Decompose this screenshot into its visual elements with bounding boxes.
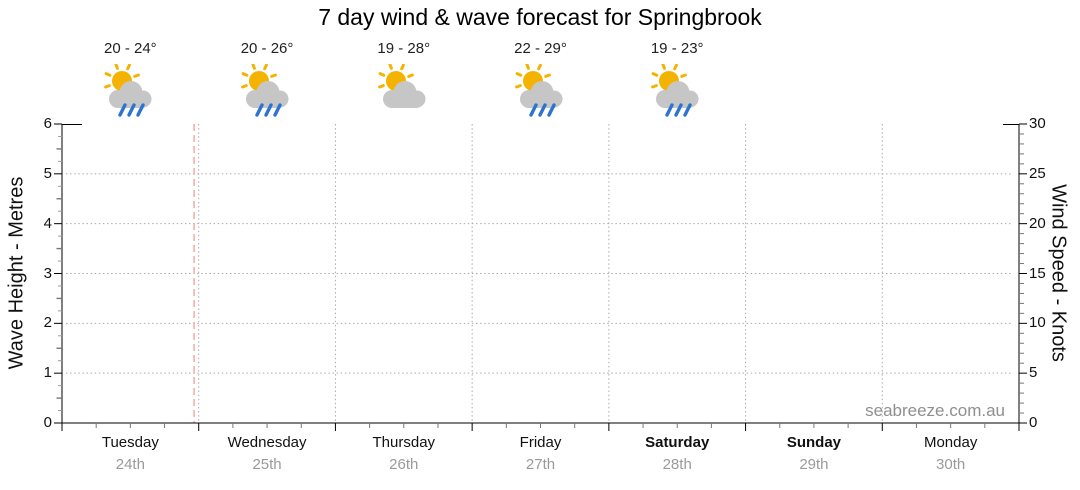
- wind-axis-tick-label: 30: [1029, 115, 1046, 132]
- sun-ray: [251, 64, 256, 70]
- date-label: 29th: [799, 456, 829, 473]
- weather-icon-sun-cloud-rain: [651, 64, 699, 117]
- rain-icon: [674, 103, 683, 117]
- wind-axis-tick-label: 15: [1029, 264, 1046, 282]
- temp-range: 20 - 24°: [103, 40, 157, 57]
- temp-range: 19 - 23°: [650, 40, 704, 57]
- rain-icon: [528, 103, 538, 117]
- sun-ray: [104, 84, 112, 89]
- sun-ray: [126, 64, 132, 71]
- wind-axis-tick-label: 5: [1029, 364, 1038, 382]
- wind-axis-tick-label: 20: [1029, 214, 1046, 232]
- day-label-friday: Friday: [519, 434, 562, 451]
- day-label-thursday: Thursday: [372, 434, 436, 451]
- temp-range: 22 - 29°: [514, 40, 567, 57]
- sun-ray: [515, 72, 522, 77]
- date-label: 24th: [115, 456, 145, 473]
- sun-ray: [104, 72, 112, 77]
- weather-icon-sun-cloud-rain: [104, 64, 152, 117]
- day-label-saturday: Saturday: [645, 434, 710, 451]
- temp-range: 19 - 28°: [377, 40, 431, 57]
- rain-icon: [264, 103, 273, 117]
- sun-ray: [241, 84, 248, 89]
- day-label-wednesday: Wednesday: [227, 434, 307, 451]
- sun-ray: [114, 64, 120, 70]
- wave-axis-tick-label: 2: [43, 314, 52, 332]
- rain-icon: [127, 103, 137, 117]
- day-label-monday: Monday: [923, 434, 978, 451]
- sun-ray: [263, 64, 268, 71]
- temp-range: 20 - 26°: [240, 40, 294, 57]
- wave-axis-tick-label: 3: [43, 264, 52, 282]
- sun-ray: [388, 64, 393, 70]
- date-label: 30th: [936, 456, 966, 473]
- wind-axis-tick-label: 0: [1029, 414, 1038, 431]
- chart-title: 7 day wind & wave forecast for Springbro…: [318, 4, 762, 30]
- date-label: 26th: [389, 456, 419, 473]
- day-label-sunday: Sunday: [786, 434, 842, 451]
- wave-axis-tick-label: 6: [43, 115, 52, 132]
- cloud-icon: [519, 81, 562, 108]
- wind-axis-tick-label: 25: [1029, 164, 1046, 182]
- sun-ray: [377, 84, 385, 89]
- sun-ray: [661, 64, 667, 70]
- wave-axis-tick-label: 1: [43, 364, 52, 382]
- sun-ray: [680, 73, 688, 78]
- cloud-icon: [656, 81, 699, 108]
- rain-icon: [537, 103, 547, 117]
- rain-icon: [273, 103, 282, 117]
- wave-axis-tick-label: 4: [43, 214, 52, 232]
- sun-ray: [651, 72, 659, 77]
- sun-ray: [536, 64, 542, 71]
- sun-ray: [406, 73, 414, 78]
- sun-ray: [651, 84, 659, 89]
- wave-axis-tick-label: 5: [43, 164, 52, 182]
- sun-ray: [673, 64, 679, 71]
- rain-icon: [546, 103, 556, 117]
- cloud-icon: [246, 81, 289, 108]
- rain-icon: [255, 103, 264, 117]
- cloud-icon: [109, 81, 152, 108]
- day-label-tuesday: Tuesday: [101, 434, 159, 451]
- rain-icon: [136, 103, 146, 117]
- rain-icon: [683, 103, 692, 117]
- sun-ray: [399, 64, 405, 71]
- rain-icon: [665, 103, 674, 117]
- weather-icon-sun-cloud-rain: [241, 64, 289, 117]
- sun-ray: [241, 72, 249, 77]
- sun-ray: [525, 64, 530, 70]
- sun-ray: [514, 84, 522, 89]
- weather-icon-sun-cloud-rain: [514, 64, 562, 117]
- sun-ray: [270, 73, 277, 78]
- watermark-text: seabreeze.com.au: [865, 401, 1005, 420]
- sun-ray: [543, 73, 551, 78]
- cloud-icon: [382, 81, 426, 108]
- sun-ray: [133, 73, 141, 78]
- date-label: 28th: [662, 456, 692, 473]
- sun-ray: [378, 72, 386, 77]
- weather-icon-sun-cloud: [377, 64, 426, 108]
- date-label: 25th: [252, 456, 282, 473]
- wind-axis-tick-label: 10: [1029, 314, 1046, 332]
- rain-icon: [118, 103, 128, 117]
- wave-axis-tick-label: 0: [43, 414, 52, 431]
- date-label: 27th: [525, 456, 556, 473]
